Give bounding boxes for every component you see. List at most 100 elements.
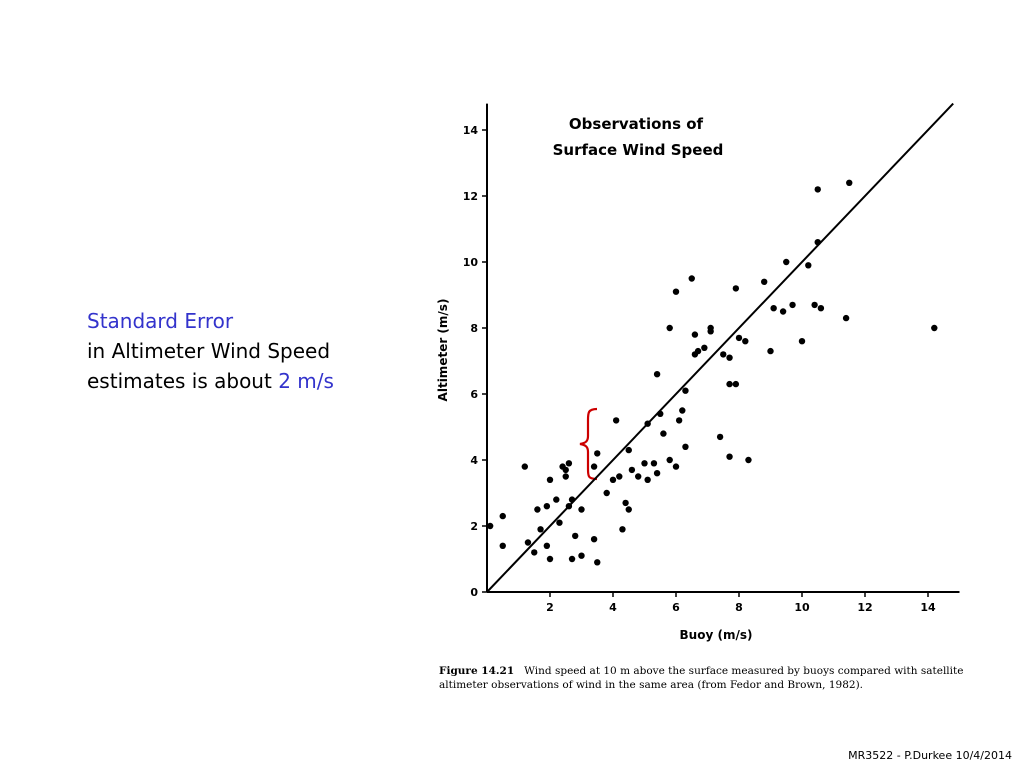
data-point — [660, 430, 667, 437]
x-tick-label: 6 — [672, 601, 680, 614]
data-point — [603, 489, 610, 497]
data-point — [537, 526, 544, 533]
data-point — [644, 476, 651, 483]
data-point — [622, 499, 629, 507]
data-point — [811, 301, 818, 309]
x-tick-label: 12 — [857, 601, 872, 614]
caption-text: Wind speed at 10 m above the surface mea… — [439, 665, 964, 691]
data-point — [625, 506, 632, 513]
data-point — [666, 456, 673, 464]
data-point — [543, 503, 551, 510]
chart-subtitle: Surface Wind Speed — [553, 141, 724, 159]
data-point — [594, 559, 601, 566]
data-point — [720, 351, 727, 358]
data-point — [682, 387, 689, 394]
data-point — [672, 288, 680, 295]
estimate-prefix: estimates is about — [87, 369, 279, 393]
data-point — [531, 549, 538, 556]
data-point — [842, 314, 850, 322]
data-point — [707, 324, 714, 332]
data-point — [931, 324, 938, 332]
y-tick-label: 8 — [470, 322, 478, 335]
data-point — [798, 338, 806, 345]
data-point — [578, 506, 585, 513]
data-point — [726, 380, 733, 388]
data-point — [568, 555, 576, 563]
data-point — [565, 460, 573, 467]
data-point — [590, 463, 598, 470]
data-point — [770, 305, 777, 312]
data-point — [675, 417, 683, 424]
data-point — [783, 258, 790, 266]
data-point — [616, 473, 623, 480]
data-point — [612, 417, 620, 424]
chart-title: Observations of — [569, 115, 704, 133]
x-axis-label: Buoy (m/s) — [680, 628, 753, 642]
data-point — [572, 532, 579, 540]
error-bracket-icon — [579, 407, 598, 481]
y-tick-label: 6 — [470, 388, 478, 401]
data-point — [666, 324, 673, 332]
estimate-value: 2 m/s — [278, 369, 334, 393]
data-point — [594, 450, 601, 457]
data-point — [635, 473, 642, 480]
data-point — [726, 354, 733, 361]
x-tick-label: 10 — [794, 601, 810, 614]
data-point — [521, 463, 528, 470]
y-axis-label: Altimeter (m/s) — [436, 299, 450, 402]
data-point — [726, 453, 733, 460]
data-point — [650, 460, 658, 467]
data-point — [789, 301, 796, 309]
figure-caption: Figure 14.21 Wind speed at 10 m above the… — [439, 664, 969, 692]
x-tick-label: 8 — [735, 601, 743, 614]
data-point — [817, 305, 825, 312]
data-point — [653, 470, 661, 477]
chart-axes: 2 4 6 8 10 12 14 0 2 4 6 8 10 12 14 — [463, 103, 960, 614]
slide-line-estimate: estimates is about 2 m/s — [87, 366, 387, 396]
data-point — [682, 443, 689, 450]
slide-line-altimeter: in Altimeter Wind Speed — [87, 339, 331, 363]
one-to-one-line — [486, 102, 954, 593]
data-point — [767, 347, 774, 355]
caption-number: Figure 14.21 — [439, 665, 515, 677]
data-point — [653, 371, 661, 378]
data-point — [562, 473, 569, 480]
data-point — [846, 179, 853, 186]
data-point — [556, 519, 563, 526]
data-point — [543, 542, 551, 549]
data-point — [672, 463, 680, 470]
data-point — [732, 380, 740, 388]
data-point — [716, 433, 724, 441]
data-point — [688, 275, 695, 282]
data-point — [628, 466, 636, 474]
data-point — [641, 460, 648, 467]
data-point — [524, 539, 532, 546]
y-tick-label: 2 — [470, 520, 478, 533]
data-point — [499, 512, 506, 520]
data-point — [644, 420, 651, 427]
data-point — [679, 407, 686, 414]
data-point — [745, 456, 752, 464]
data-point — [657, 410, 664, 417]
x-tick-label: 14 — [920, 601, 936, 614]
data-point — [546, 476, 554, 483]
data-point — [761, 278, 768, 285]
data-point — [814, 186, 821, 193]
data-point — [562, 466, 569, 474]
data-point — [742, 338, 749, 345]
data-point — [701, 344, 708, 351]
y-tick-label: 10 — [463, 256, 479, 269]
data-point — [553, 496, 560, 503]
slide-text-block: Standard Error in Altimeter Wind Speed e… — [87, 306, 387, 396]
scatter-points — [486, 179, 938, 566]
footer-credit: MR3522 - P.Durkee 10/4/2014 — [848, 749, 1012, 762]
data-point — [625, 446, 632, 454]
reference-line — [486, 102, 954, 593]
data-point — [590, 536, 598, 543]
data-point — [486, 522, 494, 530]
data-point — [499, 542, 506, 549]
data-point — [691, 331, 699, 338]
data-point — [534, 506, 541, 513]
data-point — [805, 262, 812, 269]
